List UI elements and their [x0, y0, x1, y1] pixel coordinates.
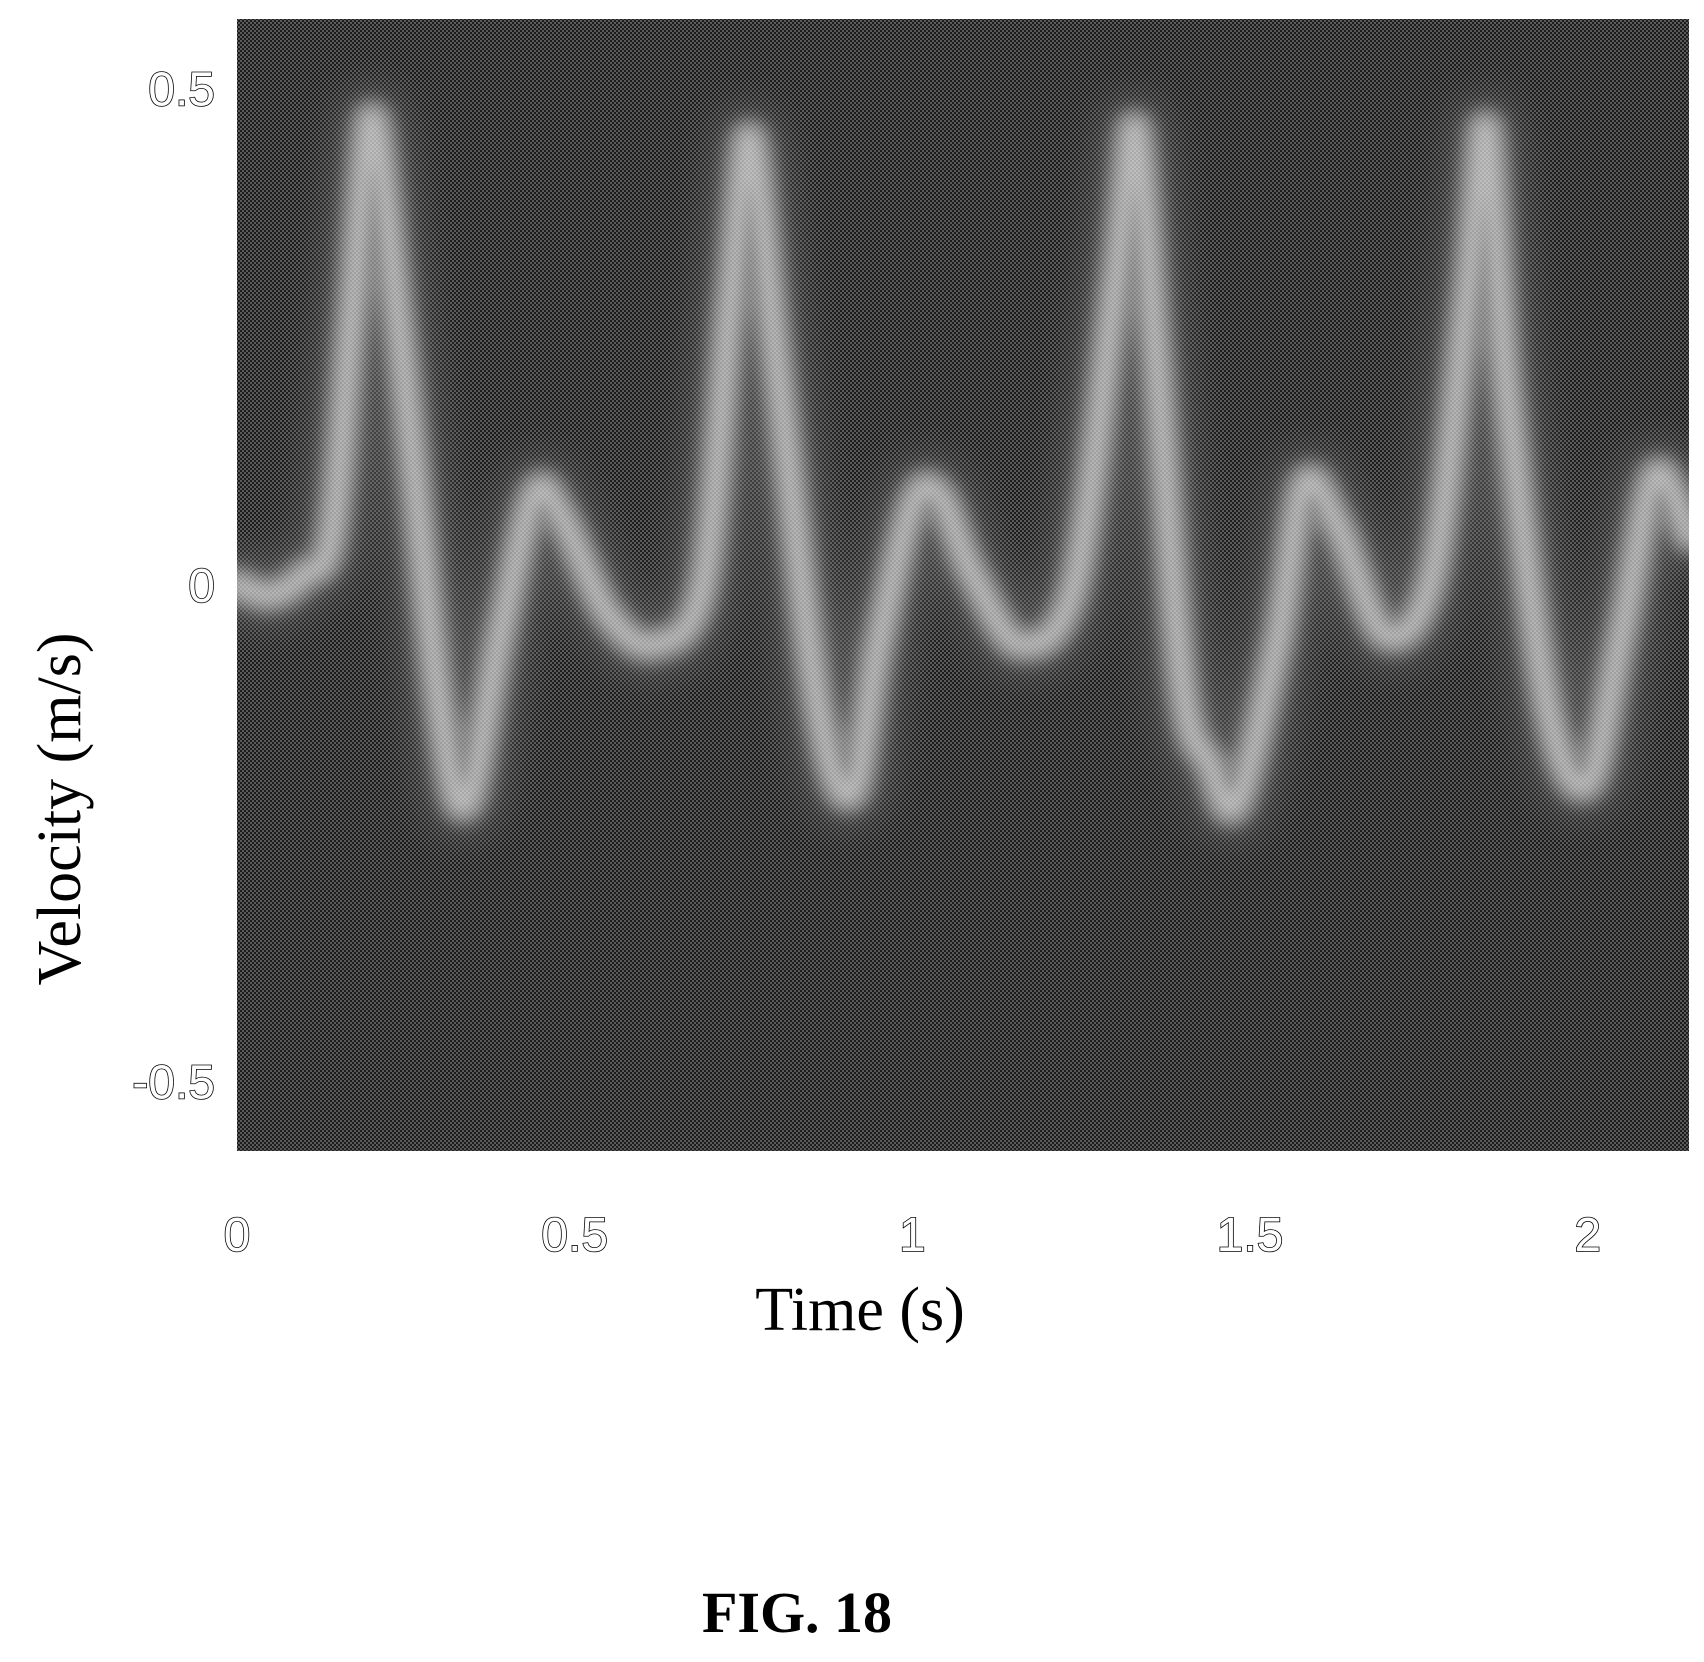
halftone-overlay [237, 19, 1689, 1151]
y-axis-title: Velocity (m/s) [26, 633, 94, 986]
y-tick-label: -0.5 [132, 1056, 215, 1109]
y-tick-label: 0.5 [148, 64, 215, 117]
x-tick-label: 2 [1574, 1209, 1601, 1262]
x-axis-ticks: 0 0.5 1 1.5 2 [223, 1208, 1602, 1263]
y-axis-ticks: 0.5 0 -0.5 [131, 63, 215, 1111]
x-axis-title: Time (s) [755, 1276, 965, 1344]
spectrogram-layer [237, 19, 1689, 1151]
x-tick-label: 1.5 [1217, 1209, 1284, 1262]
figure-caption: FIG. 18 [702, 1580, 892, 1645]
y-tick-label: 0 [188, 560, 215, 613]
x-tick-label: 1 [899, 1209, 926, 1262]
x-tick-label: 0.5 [541, 1209, 608, 1262]
x-tick-label: 0 [224, 1209, 251, 1262]
plot-area [237, 19, 1689, 1151]
